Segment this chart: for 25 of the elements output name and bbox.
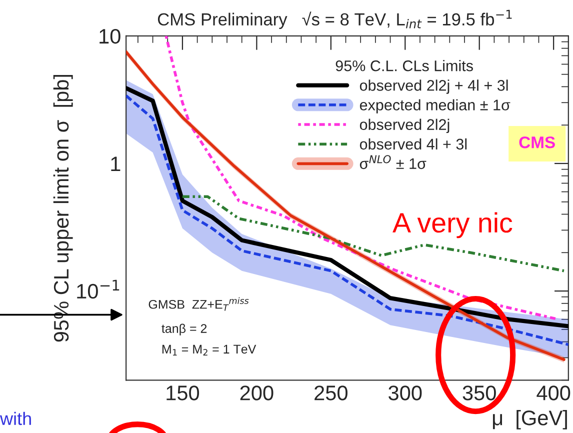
legend-title: 95% C.L. CLs Limits [336,60,473,72]
y-axis-title: 95% CL upper limit on σ [pb] [53,74,73,342]
text: with [0,412,31,426]
annotation: GMSB ZZ+E$_{T}$$^{miss}$ [148,297,249,311]
legend-label: observed 2l2j + 4l + 3l [360,80,508,94]
x-tick-label: 350 [462,386,496,400]
annotation: tanβ = 2 [162,324,207,336]
legend-label: σ$^{NLO}$ ± 1σ [360,155,426,170]
x-tick-label: 150 [166,386,200,400]
annotation: CMS [519,136,555,148]
annotation: A very nic [392,212,512,238]
y-tick-label: 10$^{−1}$ [77,280,120,299]
y-tick-label: 1 [111,156,120,172]
x-tick-label: 200 [240,386,274,400]
legend-label: observed 4l + 3l [360,138,467,150]
x-tick-label: 300 [388,386,422,400]
chart-title: CMS Preliminary √s = 8 TeV, L$_{int}$ = 19.5 fb$^{−1}$ [158,10,512,29]
x-tick-label: 400 [536,386,570,400]
x-axis-title: μ [GeV] [492,410,567,430]
legend-label: observed 2l2j [360,118,450,134]
y-tick-label: 10 [100,28,120,44]
line-series [181,195,566,272]
annotation: M$_{1}$ = M$_{2}$ = 1 TeV [162,344,256,356]
x-tick-label: 250 [314,386,348,400]
legend-label: expected median ± 1σ [360,99,510,114]
